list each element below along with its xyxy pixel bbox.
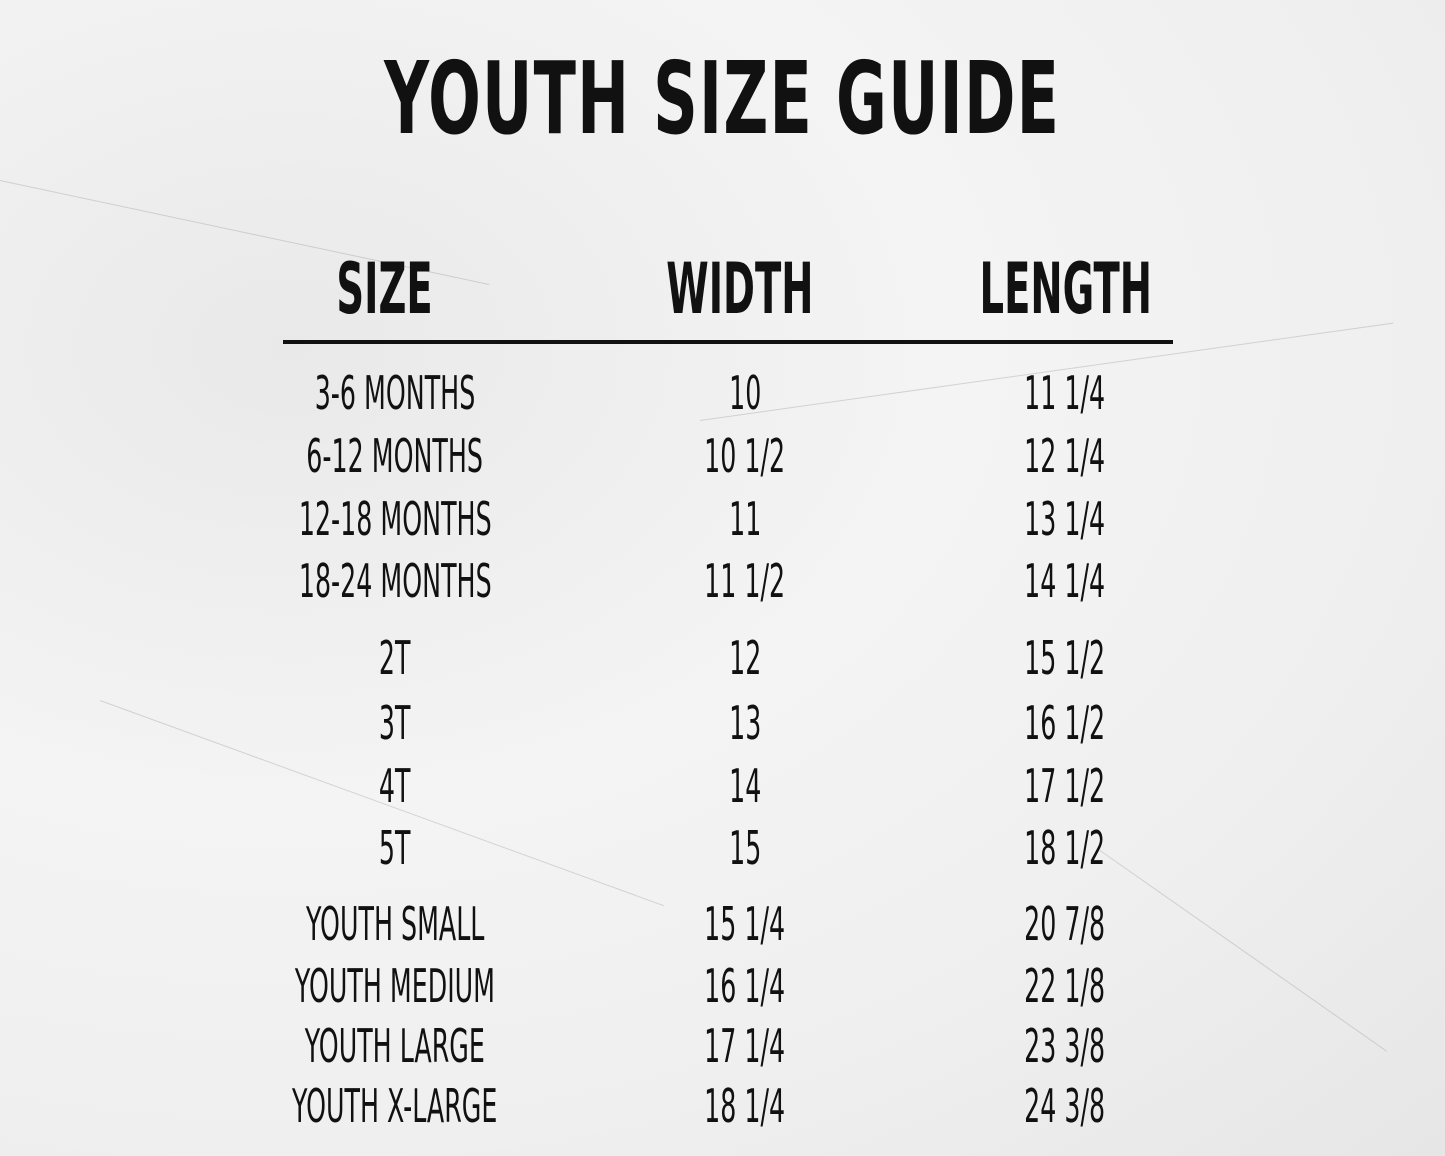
cell-text: 20 7/8 (1024, 897, 1106, 951)
cell-length: 13 1/4 (865, 492, 1265, 546)
cell-width: 14 (545, 759, 945, 813)
cell-width: 11 1/2 (545, 554, 945, 608)
header-width: WIDTH (666, 248, 814, 330)
cell-text: 12 (728, 631, 762, 685)
cell-text: 14 (728, 759, 762, 813)
cell-length: 18 1/2 (865, 821, 1265, 875)
cell-width: 13 (545, 696, 945, 750)
cell-text: YOUTH LARGE (304, 1019, 486, 1073)
cell-width: 11 (545, 492, 945, 546)
cell-length: 24 3/8 (865, 1079, 1265, 1133)
cell-width: 17 1/4 (545, 1019, 945, 1073)
cell-width: 10 (545, 366, 945, 420)
cell-length: 17 1/2 (865, 759, 1265, 813)
cell-text: 10 1/2 (704, 429, 786, 483)
cell-width: 16 1/4 (545, 959, 945, 1013)
cell-size: 2T (195, 631, 595, 685)
cell-length: 14 1/4 (865, 554, 1265, 608)
cell-text: 4T (379, 759, 411, 813)
cell-text: 16 1/4 (704, 959, 786, 1013)
cell-text: 14 1/4 (1024, 554, 1106, 608)
cell-text: 13 1/4 (1024, 492, 1106, 546)
cell-text: 18 1/4 (704, 1079, 786, 1133)
cell-width: 15 1/4 (545, 897, 945, 951)
cell-text: 17 1/4 (704, 1019, 786, 1073)
cell-length: 20 7/8 (865, 897, 1265, 951)
cell-text: 16 1/2 (1024, 696, 1106, 750)
cell-text: 18 1/2 (1024, 821, 1106, 875)
cell-size: 5T (195, 821, 595, 875)
cell-text: YOUTH MEDIUM (294, 959, 496, 1013)
cell-text: 11 1/4 (1024, 366, 1106, 420)
cell-text: 15 1/2 (1024, 631, 1106, 685)
cell-text: 2T (379, 631, 411, 685)
header-size: SIZE (336, 248, 434, 330)
cell-width: 10 1/2 (545, 429, 945, 483)
cell-size: 12-18 MONTHS (195, 492, 595, 546)
cell-length: 22 1/8 (865, 959, 1265, 1013)
cell-size: YOUTH X-LARGE (195, 1079, 595, 1133)
cell-text: 22 1/8 (1024, 959, 1106, 1013)
cell-text: 15 (728, 821, 762, 875)
cell-size: 6-12 MONTHS (195, 429, 595, 483)
cell-text: 12-18 MONTHS (298, 492, 492, 546)
cell-text: YOUTH SMALL (305, 897, 485, 951)
cell-text: 11 1/2 (704, 554, 786, 608)
cell-text: 24 3/8 (1024, 1079, 1106, 1133)
cell-width: 12 (545, 631, 945, 685)
cell-text: 17 1/2 (1024, 759, 1106, 813)
cell-length: 23 3/8 (865, 1019, 1265, 1073)
cell-size: 4T (195, 759, 595, 813)
cell-width: 15 (545, 821, 945, 875)
cell-length: 11 1/4 (865, 366, 1265, 420)
cell-text: 18-24 MONTHS (298, 554, 492, 608)
cell-length: 16 1/2 (865, 696, 1265, 750)
cell-text: 13 (728, 696, 762, 750)
cell-text: YOUTH X-LARGE (292, 1079, 498, 1133)
cell-size: YOUTH SMALL (195, 897, 595, 951)
cell-text: 10 (728, 366, 762, 420)
page-title: YOUTH SIZE GUIDE (384, 40, 1061, 157)
cell-size: 3-6 MONTHS (195, 366, 595, 420)
cell-text: 15 1/4 (704, 897, 786, 951)
cell-length: 12 1/4 (865, 429, 1265, 483)
cell-length: 15 1/2 (865, 631, 1265, 685)
header-length: LENGTH (979, 248, 1153, 330)
cell-text: 5T (379, 821, 411, 875)
cell-width: 18 1/4 (545, 1079, 945, 1133)
cell-size: 18-24 MONTHS (195, 554, 595, 608)
cell-size: YOUTH LARGE (195, 1019, 595, 1073)
cell-text: 3-6 MONTHS (314, 366, 476, 420)
cell-size: 3T (195, 696, 595, 750)
cell-size: YOUTH MEDIUM (195, 959, 595, 1013)
cell-text: 23 3/8 (1024, 1019, 1106, 1073)
cell-text: 11 (728, 492, 762, 546)
header-divider (283, 340, 1173, 344)
cell-text: 12 1/4 (1024, 429, 1106, 483)
cell-text: 3T (379, 696, 411, 750)
cell-text: 6-12 MONTHS (306, 429, 484, 483)
